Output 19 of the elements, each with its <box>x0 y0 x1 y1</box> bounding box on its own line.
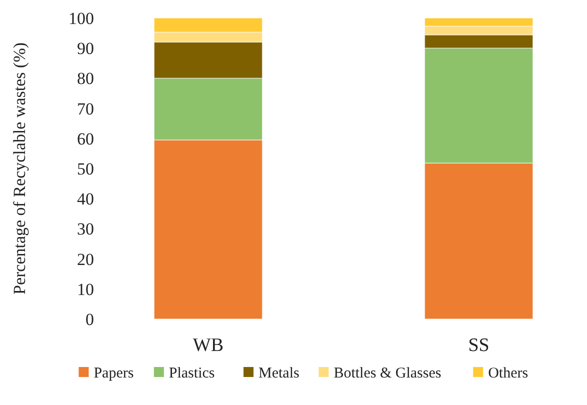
legend-label: Papers <box>94 365 134 382</box>
y-tick-label: 80 <box>77 69 94 88</box>
legend-label: Plastics <box>168 365 215 382</box>
y-tick-label: 90 <box>77 39 94 58</box>
y-tick-label: 70 <box>77 99 94 118</box>
x-tick-label: WB <box>192 335 224 356</box>
x-tick-label: SS <box>468 335 490 356</box>
y-tick-label: 60 <box>77 129 94 148</box>
y-tick-label: 40 <box>77 190 94 209</box>
y-tick-label: 20 <box>77 250 94 269</box>
y-tick-label: 50 <box>77 159 94 178</box>
y-tick-label: 30 <box>77 220 94 239</box>
legend-label: Metals <box>258 365 300 382</box>
y-tick-label: 0 <box>86 310 94 329</box>
y-axis-title: Percentage of Recyclable wastes (%) <box>10 42 29 295</box>
legend-label: Bottles & Glasses <box>334 365 442 382</box>
y-tick-label: 10 <box>77 280 94 299</box>
y-tick-label: 100 <box>68 8 94 28</box>
legend-label: Others <box>488 365 528 382</box>
